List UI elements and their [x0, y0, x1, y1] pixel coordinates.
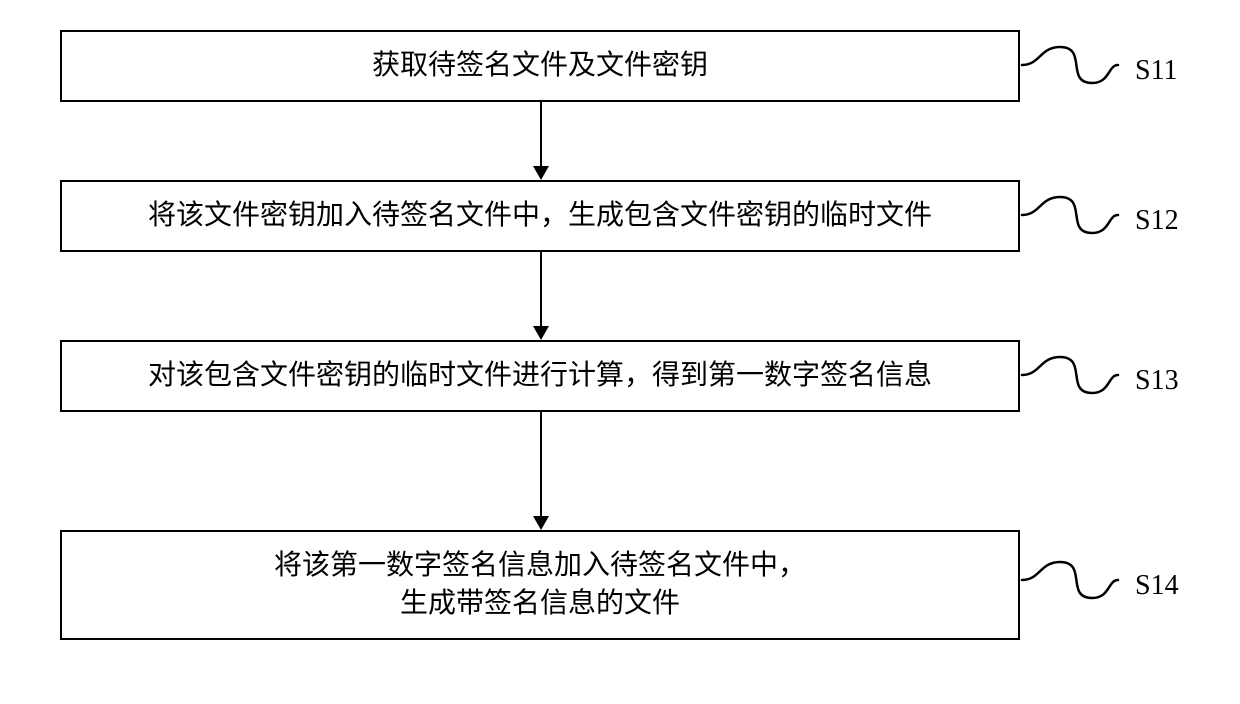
flow-step-text: 获取待签名文件及文件密钥	[372, 47, 708, 85]
connector-squiggle	[1020, 355, 1120, 395]
connector-squiggle	[1020, 195, 1120, 235]
flow-step-s14: 将该第一数字签名信息加入待签名文件中， 生成带签名信息的文件	[60, 530, 1020, 640]
arrow-line-1	[540, 252, 542, 326]
step-label-s12: S12	[1135, 205, 1179, 237]
connector-s11	[1020, 45, 1120, 85]
flowchart-canvas: 获取待签名文件及文件密钥 S11 将该文件密钥加入待签名文件中，生成包含文件密钥的临…	[0, 0, 1240, 704]
step-label-s13: S13	[1135, 365, 1179, 397]
step-label-s14: S14	[1135, 570, 1179, 602]
arrow-head-icon	[533, 166, 549, 180]
flow-step-s12: 将该文件密钥加入待签名文件中，生成包含文件密钥的临时文件	[60, 180, 1020, 252]
connector-squiggle	[1020, 45, 1120, 85]
connector-s12	[1020, 195, 1120, 235]
step-label-s11: S11	[1135, 55, 1178, 87]
flow-step-s13: 对该包含文件密钥的临时文件进行计算，得到第一数字签名信息	[60, 340, 1020, 412]
connector-s13	[1020, 355, 1120, 395]
arrow-line-2	[540, 412, 542, 516]
connector-s14	[1020, 560, 1120, 600]
arrow-head-icon	[533, 516, 549, 530]
flow-step-text: 将该第一数字签名信息加入待签名文件中， 生成带签名信息的文件	[274, 547, 806, 623]
connector-squiggle	[1020, 560, 1120, 600]
arrow-line-0	[540, 102, 542, 166]
flow-step-text: 将该文件密钥加入待签名文件中，生成包含文件密钥的临时文件	[148, 197, 932, 235]
flow-step-text: 对该包含文件密钥的临时文件进行计算，得到第一数字签名信息	[148, 357, 932, 395]
flow-step-s11: 获取待签名文件及文件密钥	[60, 30, 1020, 102]
arrow-head-icon	[533, 326, 549, 340]
